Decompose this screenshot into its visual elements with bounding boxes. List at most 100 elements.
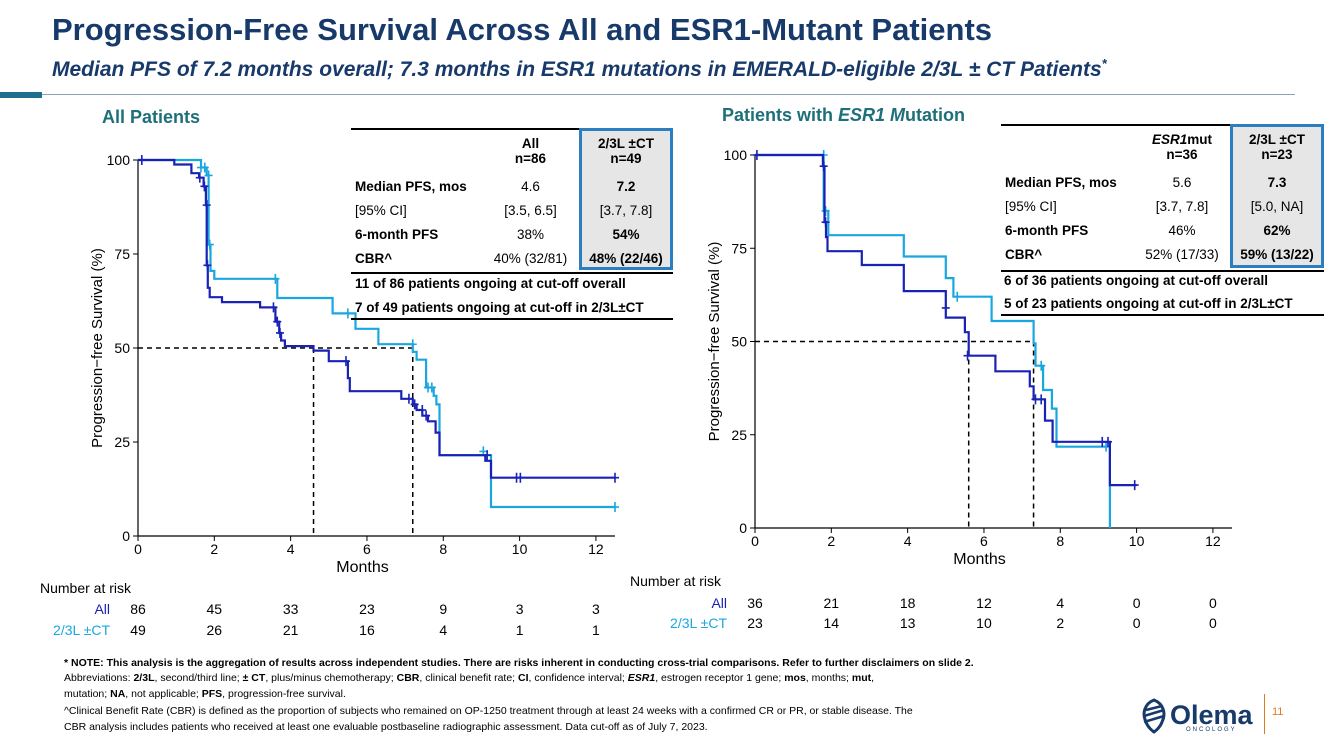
left-y-tick-label: 25 <box>114 434 130 450</box>
left-censor-mark <box>203 260 212 271</box>
footnote-segment: PFS <box>201 688 223 700</box>
right-table-top-line <box>1001 124 1230 126</box>
logo-subtext: ONCOLOGY <box>1186 727 1237 733</box>
right-x-tick-label: 4 <box>904 533 912 549</box>
row-label: 6-month PFS <box>355 226 439 242</box>
right-risk-value: 2 <box>1056 615 1065 631</box>
left-risk-value: 23 <box>359 601 375 617</box>
left-y-tick-label: 0 <box>122 528 130 544</box>
right-censor-mark <box>1130 480 1139 491</box>
cell-ct: 7.3 <box>1267 174 1287 190</box>
footnote-segment: , confidence interval; <box>528 672 628 684</box>
right-title-italic: ESR1 M <box>838 105 906 125</box>
footnote-segment: , estrogen receptor 1 gene; <box>655 672 785 684</box>
right-y-tick-label: 25 <box>731 427 747 443</box>
left-risk-value: 3 <box>515 601 524 617</box>
right-risk-value: 21 <box>823 595 840 611</box>
table-row: [95% CI] [3.5, 6.5] [3.7, 7.8] <box>351 198 673 222</box>
left-censor-mark <box>200 162 209 173</box>
right-ongoing-ct: 5 of 23 patients ongoing at cut-off in 2… <box>1004 296 1293 311</box>
right-x-tick-label: 10 <box>1129 533 1145 549</box>
left-risk-value: 16 <box>359 622 375 638</box>
left-risk-value: 1 <box>592 622 600 638</box>
right-ongoing-overall: 6 of 36 patients ongoing at cut-off over… <box>1004 273 1269 288</box>
left-panel-title: All Patients <box>102 107 201 127</box>
left-x-tick-label: 0 <box>134 541 142 557</box>
footnote-abbreviations-cont: mutation; NA, not applicable; PFS, progr… <box>64 688 346 700</box>
header-esr1: ESR1mut n=36 <box>1151 132 1213 162</box>
left-risk-value: 45 <box>206 601 223 617</box>
left-censor-mark <box>483 450 492 461</box>
table-header-row: All n=86 2/3L ±CT n=49 <box>351 128 673 174</box>
right-censor-mark <box>821 217 830 228</box>
left-risk-label-ct: 2/3L ±CT <box>53 622 110 638</box>
cell-esr1: 52% (17/33) <box>1145 246 1219 262</box>
left-y-tick-label: 50 <box>114 340 130 356</box>
left-y-tick-label: 75 <box>114 246 130 262</box>
left-censor-mark <box>611 502 619 513</box>
footnote-segment: , clinical benefit rate; <box>419 672 519 684</box>
left-censor-mark <box>200 181 209 192</box>
table-header-row: ESR1mut n=36 2/3L ±CT n=23 <box>1001 124 1324 170</box>
footnote-segment: mutation; <box>64 688 111 700</box>
left-risk-value: 21 <box>282 622 299 638</box>
left-censor-mark <box>202 200 211 211</box>
footnote-segment: NA <box>110 688 126 700</box>
right-y-tick-label: 100 <box>724 147 748 163</box>
left-risk-value: 4 <box>439 622 448 638</box>
right-y-axis-label: Progression−free Survival (%) <box>706 242 723 442</box>
left-censor-mark <box>271 273 280 284</box>
right-risk-value: 0 <box>1132 595 1141 611</box>
slide-subtitle: Median PFS of 7.2 months overall; 7.3 mo… <box>52 56 1107 82</box>
subtitle-footnote-mark: * <box>1101 56 1107 71</box>
right-risk-value: 23 <box>747 615 763 631</box>
header-ct: 2/3L ±CT n=23 <box>1249 132 1305 162</box>
cell-ct: [3.7, 7.8] <box>599 202 653 218</box>
left-censor-mark <box>422 410 431 421</box>
cell-all: 40% (32/81) <box>493 250 568 266</box>
right-censor-mark <box>1037 394 1046 405</box>
right-censor-mark <box>1103 436 1112 447</box>
right-x-tick-label: 2 <box>827 533 835 549</box>
left-x-tick-label: 6 <box>363 541 371 557</box>
row-label: CBR^ <box>355 250 393 266</box>
left-risk-value: 86 <box>130 601 146 617</box>
right-risk-value: 0 <box>1209 595 1217 611</box>
left-x-tick-label: 8 <box>439 541 447 557</box>
cell-ct: [5.0, NA] <box>1250 198 1304 214</box>
left-x-tick-label: 10 <box>512 541 528 557</box>
right-censor-mark <box>953 291 962 302</box>
right-y-tick-label: 50 <box>731 334 747 350</box>
row-label: 6-month PFS <box>1005 222 1089 238</box>
left-risk-value: 1 <box>515 622 524 638</box>
footnote-segment: ESR1 <box>627 672 656 684</box>
right-panel-title: Patients with ESR1 Mutation <box>722 105 965 126</box>
footnote-segment: , not applicable; <box>125 688 202 700</box>
right-risk-value: 0 <box>1132 615 1141 631</box>
left-censor-mark <box>137 155 146 165</box>
header-ct: 2/3L ±CT n=49 <box>598 136 654 166</box>
table-row: 6-month PFS 46% 62% <box>1001 218 1324 242</box>
right-x-tick-label: 6 <box>980 533 988 549</box>
right-table-bottom-line <box>1001 314 1324 316</box>
left-y-axis-label: Progression−free Survival (%) <box>89 248 106 448</box>
footnote-segment: , progression-free survival. <box>222 688 346 700</box>
olema-logo-icon <box>1142 698 1166 734</box>
left-x-tick-label: 4 <box>287 541 295 557</box>
table-row: Median PFS, mos 4.6 7.2 <box>351 174 673 198</box>
left-stats-table: All n=86 2/3L ±CT n=49 Median PFS, mos 4.6 7… <box>351 128 673 270</box>
cell-esr1: [3.7, 7.8] <box>1155 198 1209 214</box>
table-row: [95% CI] [3.7, 7.8] [5.0, NA] <box>1001 194 1324 218</box>
footnote-segment: , plus/minus chemotherapy; <box>265 672 397 684</box>
left-censor-mark <box>418 405 427 416</box>
header-empty <box>351 128 482 174</box>
row-label: CBR^ <box>1005 246 1043 262</box>
cell-ct: 48% (22/46) <box>589 250 663 266</box>
left-censor-mark <box>343 308 352 319</box>
header-all: All n=86 <box>514 136 547 166</box>
cell-ct: 54% <box>612 226 640 242</box>
right-table-mid-line <box>1001 270 1324 272</box>
right-censor-mark <box>963 350 972 361</box>
left-series-line-all <box>138 158 615 479</box>
